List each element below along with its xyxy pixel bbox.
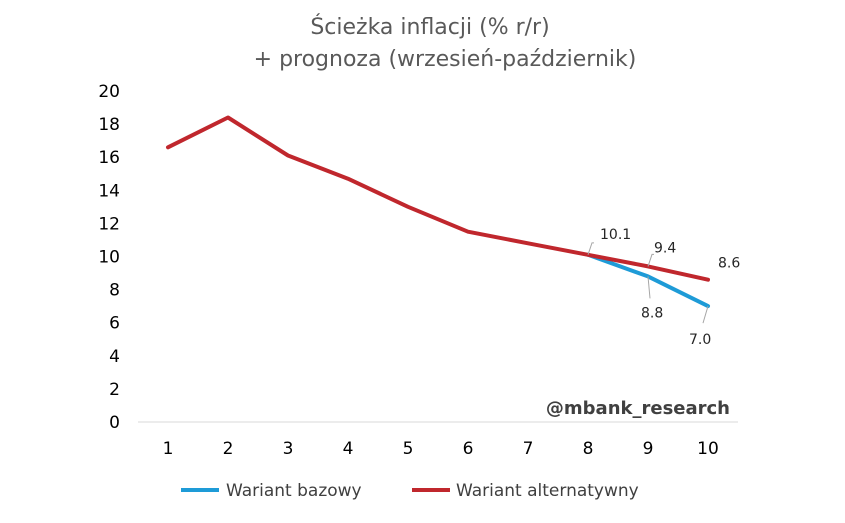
x-tick-label: 2 xyxy=(223,439,234,459)
y-tick-label: 2 xyxy=(109,380,120,400)
y-tick-label: 18 xyxy=(98,115,120,135)
data-label: 7.0 xyxy=(689,332,711,348)
x-tick-label: 8 xyxy=(583,439,594,459)
data-labels: 10.1 9.4 8.6 8.8 7.0 xyxy=(587,227,740,348)
data-label-leader-line xyxy=(702,306,709,324)
data-label: 8.6 xyxy=(718,256,740,272)
data-label-leader-line xyxy=(587,242,594,256)
y-tick-label: 6 xyxy=(109,314,120,334)
data-label-leader-line xyxy=(647,276,651,299)
legend: Wariant bazowy Wariant alternatywny xyxy=(181,481,639,501)
x-tick-label: 10 xyxy=(697,439,719,459)
x-tick-label: 6 xyxy=(463,439,474,459)
series-lines xyxy=(166,115,710,309)
y-tick-label: 16 xyxy=(98,148,120,168)
y-tick-label: 8 xyxy=(109,281,120,301)
x-tick-label: 4 xyxy=(343,439,354,459)
x-tick-label: 7 xyxy=(523,439,534,459)
y-tick-label: 14 xyxy=(98,181,120,201)
legend-wariant-alternatywny-label: Wariant alternatywny xyxy=(456,481,639,501)
data-label: 9.4 xyxy=(654,240,676,256)
x-tick-label: 3 xyxy=(283,439,294,459)
x-axis-tick-labels: 1 2 3 4 5 6 7 8 9 10 xyxy=(163,439,719,459)
y-tick-label: 20 xyxy=(98,82,120,102)
data-label: 8.8 xyxy=(641,305,663,321)
y-axis-tick-labels: 0 2 4 6 8 10 12 14 16 18 20 xyxy=(98,82,120,433)
series-line-wariant-alternatywny xyxy=(166,115,710,282)
x-tick-label: 5 xyxy=(403,439,414,459)
x-tick-label: 9 xyxy=(643,439,654,459)
x-tick-label: 1 xyxy=(163,439,174,459)
y-tick-label: 0 xyxy=(109,413,120,433)
data-label: 10.1 xyxy=(600,227,631,243)
chart-title-line-2: + prognoza (wrzesień-październik) xyxy=(254,47,637,72)
y-tick-label: 4 xyxy=(109,347,120,367)
y-tick-label: 12 xyxy=(98,214,120,234)
chart-title-line-1: Ścieżka inflacji (% r/r) xyxy=(310,14,549,40)
watermark-text: @mbank_research xyxy=(546,398,730,419)
data-label-leader-line xyxy=(647,253,654,267)
y-tick-label: 10 xyxy=(98,248,120,268)
legend-wariant-bazowy-label: Wariant bazowy xyxy=(226,481,362,501)
